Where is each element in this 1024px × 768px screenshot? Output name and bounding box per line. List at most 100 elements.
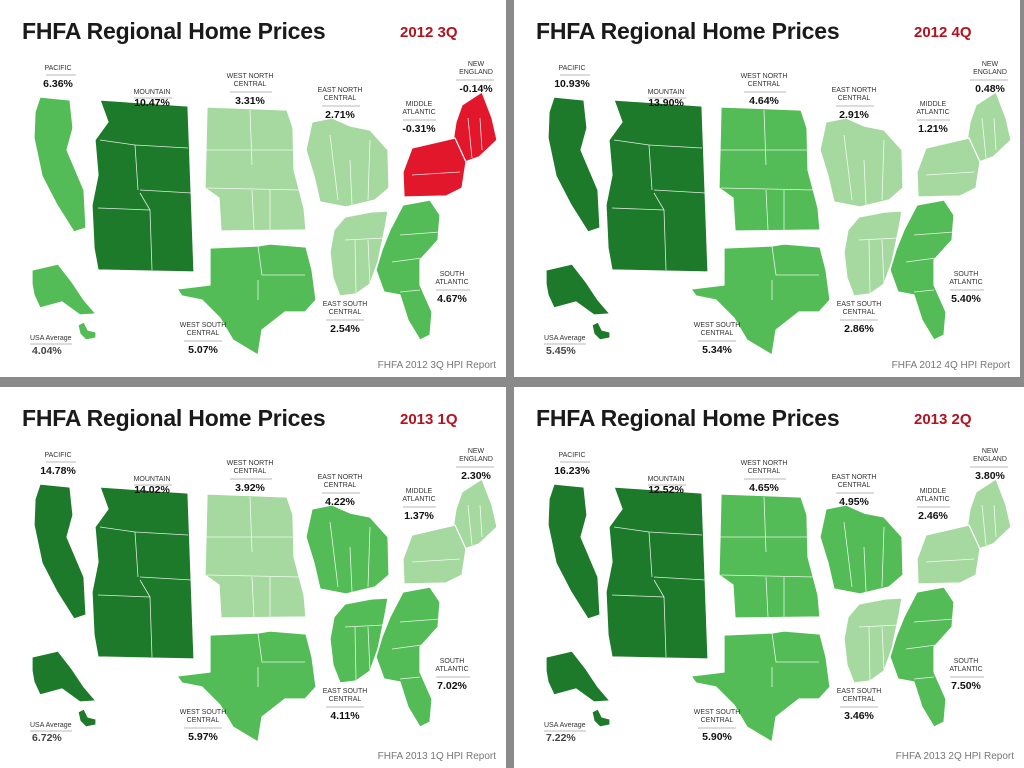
panel-2012-3q: FHFA Regional Home Prices 2012 3Q PACIFI… xyxy=(0,0,506,377)
usa-average-value: 6.72% xyxy=(32,732,62,744)
state-border xyxy=(925,117,997,176)
state-border xyxy=(391,231,441,293)
region-alaska xyxy=(31,263,97,316)
region-name-west-north-central: CENTRAL xyxy=(234,468,267,475)
region-value-east-north-central: 2.91% xyxy=(839,109,869,121)
region-name-east-south-central: CENTRAL xyxy=(843,696,876,703)
region-name-south-atlantic: ATLANTIC xyxy=(949,279,982,286)
state-border xyxy=(905,231,955,293)
region-name-south-atlantic: SOUTH xyxy=(954,271,979,278)
panel-2013-2q: FHFA Regional Home Prices 2013 2Q PACIFI… xyxy=(514,387,1024,768)
region-value-south-atlantic: 4.67% xyxy=(437,293,467,305)
region-name-middle-atlantic: MIDDLE xyxy=(920,488,947,495)
region-mountain xyxy=(605,486,709,660)
state-border xyxy=(344,237,386,295)
state-border xyxy=(858,624,900,682)
region-name-west-south-central: WEST SOUTH xyxy=(694,322,741,329)
panel-title: FHFA Regional Home Prices xyxy=(22,405,326,431)
usa-average-label: USA Average xyxy=(30,335,72,342)
state-border xyxy=(905,618,955,680)
region-name-middle-atlantic: MIDDLE xyxy=(406,488,433,495)
region-mountain xyxy=(605,99,709,273)
region-name-west-north-central: WEST NORTH xyxy=(227,460,274,467)
source-note: FHFA 2012 4Q HPI Report xyxy=(891,360,1010,371)
region-name-middle-atlantic: ATLANTIC xyxy=(916,109,949,116)
region-name-west-south-central: WEST SOUTH xyxy=(180,322,227,329)
region-name-west-south-central: CENTRAL xyxy=(187,717,220,724)
region-value-west-north-central: 3.31% xyxy=(235,95,265,107)
region-mountain xyxy=(91,486,195,660)
state-border xyxy=(719,496,815,618)
region-name-east-north-central: CENTRAL xyxy=(838,95,871,102)
quarter-label: 2012 3Q xyxy=(400,24,458,41)
state-border xyxy=(391,618,441,680)
region-name-west-south-central: CENTRAL xyxy=(701,717,734,724)
region-value-east-south-central: 2.54% xyxy=(330,323,360,335)
region-value-west-north-central: 4.64% xyxy=(749,95,779,107)
region-name-pacific: PACIFIC xyxy=(558,452,585,459)
region-name-middle-atlantic: MIDDLE xyxy=(920,101,947,108)
region-name-east-south-central: EAST SOUTH xyxy=(837,301,882,308)
region-pacific xyxy=(33,483,87,620)
region-name-east-north-central: EAST NORTH xyxy=(318,87,363,94)
state-border xyxy=(719,109,815,231)
state-border xyxy=(205,496,301,618)
region-value-mountain: 14.02% xyxy=(134,484,170,496)
source-note: FHFA 2013 2Q HPI Report xyxy=(895,751,1014,762)
usa-average-value: 5.45% xyxy=(546,345,576,357)
region-west-south-central xyxy=(690,630,831,743)
region-name-west-south-central: CENTRAL xyxy=(187,330,220,337)
region-name-east-north-central: CENTRAL xyxy=(838,482,871,489)
region-south-atlantic xyxy=(375,199,441,341)
region-name-new-england: NEW xyxy=(982,61,999,68)
state-border xyxy=(843,521,885,593)
state-border xyxy=(858,237,900,295)
region-value-south-atlantic: 7.02% xyxy=(437,680,467,692)
region-mountain xyxy=(91,99,195,273)
region-name-west-north-central: CENTRAL xyxy=(234,81,267,88)
state-border xyxy=(611,526,707,658)
state-border xyxy=(611,139,707,271)
panel-title: FHFA Regional Home Prices xyxy=(536,405,840,431)
region-value-east-north-central: 2.71% xyxy=(325,109,355,121)
region-name-new-england: NEW xyxy=(982,448,999,455)
state-border xyxy=(329,521,371,593)
region-name-new-england: ENGLAND xyxy=(459,69,493,76)
region-value-pacific: 16.23% xyxy=(554,465,590,477)
state-border xyxy=(329,134,371,206)
quarter-label: 2013 1Q xyxy=(400,411,458,428)
region-value-west-south-central: 5.90% xyxy=(702,731,732,743)
region-name-south-atlantic: SOUTH xyxy=(954,658,979,665)
region-name-middle-atlantic: ATLANTIC xyxy=(402,109,435,116)
region-alaska xyxy=(545,263,611,316)
quarter-label: 2013 2Q xyxy=(914,411,972,428)
region-west-north-central xyxy=(204,106,307,232)
region-name-west-north-central: CENTRAL xyxy=(748,468,781,475)
region-value-middle-atlantic: -0.31% xyxy=(402,123,436,135)
region-south-atlantic xyxy=(889,199,955,341)
region-new-england xyxy=(965,478,1012,551)
region-name-new-england: ENGLAND xyxy=(973,69,1007,76)
quarter-label: 2012 4Q xyxy=(914,24,972,41)
state-border xyxy=(205,109,301,231)
region-new-england xyxy=(965,91,1012,164)
region-middle-atlantic xyxy=(916,524,981,585)
state-border xyxy=(771,245,819,300)
region-name-pacific: PACIFIC xyxy=(558,65,585,72)
region-value-pacific: 6.36% xyxy=(43,78,73,90)
region-name-east-south-central: CENTRAL xyxy=(843,309,876,316)
state-border xyxy=(257,632,305,687)
region-value-pacific: 10.93% xyxy=(554,78,590,90)
region-new-england xyxy=(451,91,498,164)
region-name-south-atlantic: ATLANTIC xyxy=(435,279,468,286)
region-value-mountain: 10.47% xyxy=(134,97,170,109)
region-value-new-england: -0.14% xyxy=(459,83,493,95)
region-value-east-north-central: 4.95% xyxy=(839,496,869,508)
region-name-new-england: NEW xyxy=(468,448,485,455)
region-name-south-atlantic: ATLANTIC xyxy=(435,666,468,673)
region-name-new-england: ENGLAND xyxy=(973,456,1007,463)
region-hawaii xyxy=(77,321,97,341)
